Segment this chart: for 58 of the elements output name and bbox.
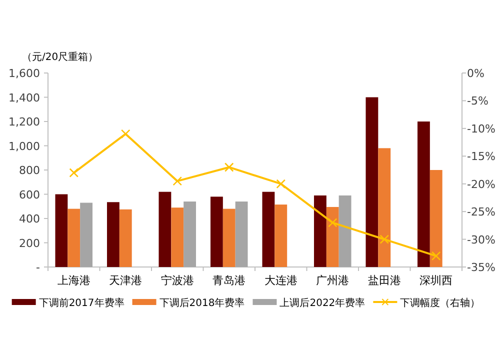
y2-tick-label: -20% <box>467 178 496 191</box>
point <box>224 162 234 172</box>
bar <box>235 202 248 267</box>
y2-tick-label: -5% <box>467 94 488 108</box>
x-tick-label: 盐田港 <box>368 274 401 287</box>
point <box>276 179 286 189</box>
y2-tick-label: 0% <box>467 67 484 80</box>
x-tick-label: 宁波港 <box>160 274 194 287</box>
bar <box>55 194 68 267</box>
y-tick-label: 600 <box>19 188 40 202</box>
x-tick-label: 天津港 <box>109 274 142 287</box>
bar <box>378 148 391 267</box>
bar <box>417 122 430 267</box>
bar <box>338 195 352 267</box>
y-axis-title: （元/20尺重箱） <box>22 51 98 63</box>
bar <box>262 192 275 267</box>
bar <box>430 170 442 267</box>
y-tick-label: 1,000 <box>8 140 40 153</box>
y-tick-label: 1,200 <box>8 116 40 128</box>
legend-label: 下调幅度（右轴） <box>400 297 480 309</box>
point <box>431 251 441 261</box>
point <box>120 129 130 139</box>
point <box>380 234 390 244</box>
y-tick-label: 1,400 <box>8 91 40 104</box>
y2-tick-label: -10% <box>467 122 496 136</box>
bar <box>80 202 93 267</box>
point <box>172 176 182 186</box>
bar <box>366 97 378 267</box>
y-tick-label: 800 <box>19 164 40 177</box>
legend-label: 下调后2018年费率 <box>159 297 245 309</box>
y2-tick-label: -25% <box>467 206 496 219</box>
bar <box>274 204 288 267</box>
x-tick-label: 上海港 <box>57 274 90 287</box>
bar <box>106 202 120 267</box>
y-tick-label: 400 <box>19 212 40 226</box>
bar <box>119 209 132 267</box>
bar <box>184 202 196 267</box>
y2-tick-label: -15% <box>467 150 496 164</box>
bar <box>68 208 80 267</box>
y2-tick-label: -30% <box>467 233 496 246</box>
point <box>69 168 79 178</box>
legend-label: 上调后2022年费率 <box>280 297 366 309</box>
point <box>328 218 338 228</box>
bar <box>171 208 184 267</box>
x-tick-label: 广州港 <box>316 274 350 287</box>
bar <box>210 196 223 267</box>
y-tick-label: 1,600 <box>8 67 40 80</box>
bar <box>222 208 236 267</box>
y2-tick-label: -35% <box>467 261 496 274</box>
bar <box>314 195 326 267</box>
x-tick-label: 深圳西 <box>420 274 453 287</box>
x-tick-label: 大连港 <box>264 274 298 287</box>
y-tick-label: - <box>36 261 40 274</box>
legend-label: 下调前2017年费率 <box>38 297 124 309</box>
bar <box>326 206 339 267</box>
bar <box>158 192 172 267</box>
x-tick-label: 青岛港 <box>212 274 246 287</box>
y-tick-label: 200 <box>19 236 40 250</box>
